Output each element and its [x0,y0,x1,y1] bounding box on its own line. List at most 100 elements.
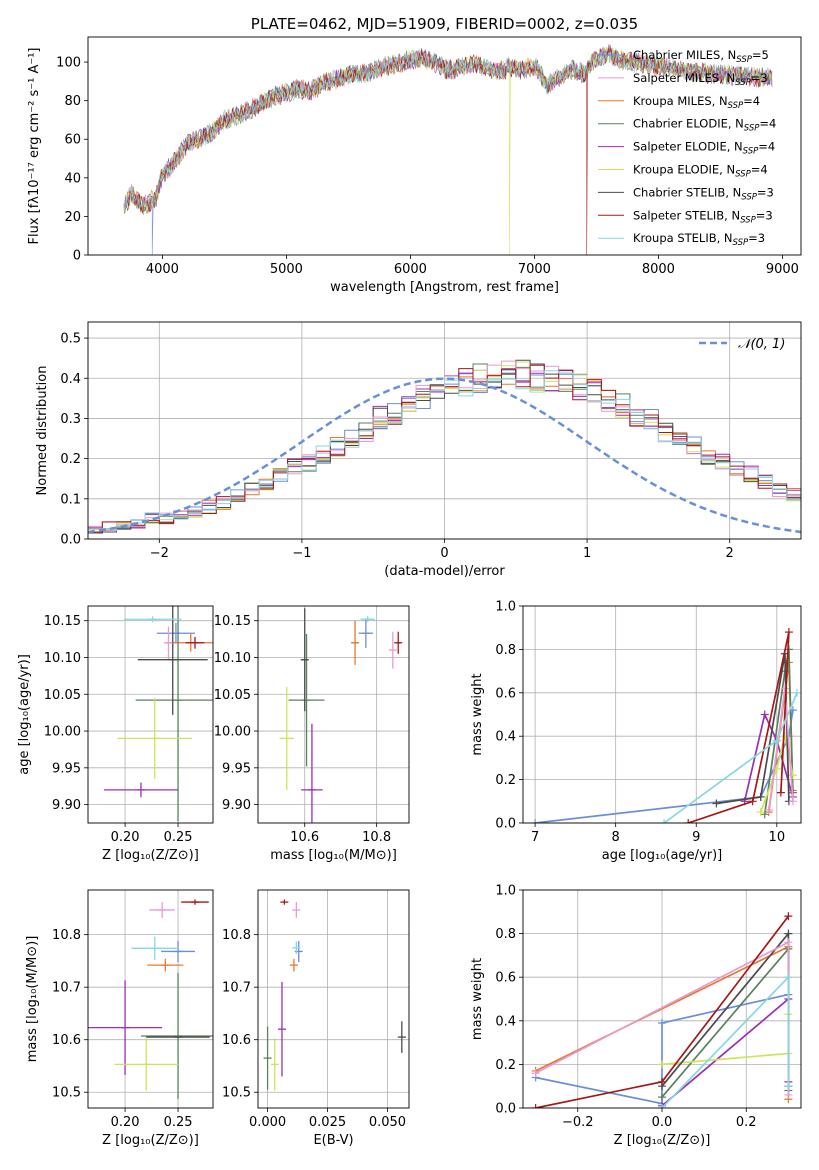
weight-marker [531,1104,540,1108]
legend-entry-count: =4 [743,94,760,108]
legend-entry-name: Salpeter STELIB, N [633,208,740,222]
weights_vs_Z-frame [522,889,802,1109]
weight-marker [760,810,769,819]
weight-marker [764,805,773,814]
weight-marker [784,973,793,982]
weight-line [687,631,790,823]
age_vs_mass-x-tick-label: 10.8 [362,830,391,845]
mass_vs_EBV-y-tick-label: 10.8 [222,928,251,943]
weights_vs_Z-y-tick-label: 1.0 [495,884,516,899]
weight-marker [784,1082,793,1091]
legend-entry: Kroupa STELIB, NSSP=3 [633,231,765,248]
legend-entry-count: =3 [751,71,768,85]
residuals-y-tick-label: 0.4 [60,372,81,387]
weight-marker [792,688,801,697]
spectrum-y-tick-label: 20 [64,210,81,225]
weights_vs_age-y-tick-label: 0.2 [495,773,516,788]
normal-curve [88,377,801,534]
weight-marker [772,736,781,745]
age_vs_Z-y-tick-label: 9.95 [52,761,81,776]
residuals-frame [87,321,802,540]
errorbar-point [279,686,294,790]
weights_vs_Z-x-tick-label: 0.2 [736,1115,757,1130]
spectrum-y-tick-label: 40 [64,171,81,186]
residuals-x-tick-label: 1 [583,546,591,561]
errorbar-point [137,606,208,715]
legend-entry-subscript: SSP [741,192,757,202]
weights_vs_age-y-tick-label: 0.6 [495,686,516,701]
legend-entry: Chabrier ELODIE, NSSP=4 [633,117,776,134]
errorbar-point [397,1021,406,1053]
weights_vs_age-x-tick-label: 7 [531,830,539,845]
weights_vs_Z-axes: −0.2 0.0 0.2 0.0 0.2 0.4 0.6 0.8 1.0 Z [log₁₀(Z/Z… [470,884,802,1148]
age_vs_Z-axes: 0.20 0.25 9.90 9.95 10.00 10.05 10.10 10.15 Z [l… [17,605,214,863]
legend-entry-subscript: SSP [735,78,751,88]
age_vs_mass-y-tick-label: 10.10 [214,651,251,666]
histogram-step-5 [88,361,801,531]
weights_vs_Z-y-tick-label: 0.4 [495,1014,516,1029]
weight-marker [712,799,721,808]
mass_vs_Z-y-tick-label: 10.7 [52,981,81,996]
legend-entry: Salpeter STELIB, NSSP=3 [633,208,773,225]
residuals-y-tick-label: 0.3 [60,412,81,427]
residuals-y-tick-label: 0.0 [60,533,81,548]
age_vs_Z-y-tick-label: 10.15 [44,614,81,629]
mass_vs_EBV-y-tick-label: 10.6 [222,1033,251,1048]
weights_vs_age-y-tick-label: 0.0 [495,817,516,832]
weight-marker [784,929,793,938]
spectrum-y-tick-label: 80 [64,94,81,109]
spectrum-plot-area [123,44,773,255]
spectrum-frame [87,36,802,256]
mass_vs_EBV-frame [257,889,410,1109]
weights_vs_age-x-tick-label: 8 [612,830,620,845]
weight-marker [760,710,769,719]
weight-marker [784,628,793,637]
mass_vs_Z-axes: 0.20 0.25 10.5 10.6 10.7 10.8 Z [log₁₀(Z/Z⊙)] m… [25,889,214,1148]
mass_vs_Z-y-tick-label: 10.8 [52,928,81,943]
errorbar-point [181,899,209,905]
errorbar-point [124,616,182,623]
legend-entry-count: =5 [752,48,769,62]
age_vs_mass-y-tick-label: 10.05 [214,688,251,703]
weights_vs_age-x-axis-label: age [log₁₀(age/yr)] [602,848,723,863]
mass_vs_EBV-y-tick-label: 10.5 [222,1086,251,1101]
residuals-x-tick-label: −2 [150,546,169,561]
histogram-step-9 [88,370,801,530]
residuals-y-tick-label: 0.5 [60,332,81,347]
age_vs_Z-plot-area [103,606,213,822]
errorbar-point [292,941,301,955]
mass_vs_EBV-y-tick-label: 10.7 [222,981,251,996]
mass_vs_Z-x-tick-label: 0.20 [111,1115,140,1130]
legend-entry-name: Chabrier MILES, N [633,48,736,62]
errorbar-point [185,636,205,649]
mass_vs_EBV-axes: 0.000 0.025 0.050 10.5 10.6 10.7 10.8 E(B-V) [222,889,410,1148]
figure-title: PLATE=0462, MJD=51909, FIBERID=0002, z=0… [251,15,638,33]
mass_vs_Z-plot-area [88,899,213,1100]
errorbar-point [161,940,195,962]
age_vs_mass-axes: 10.6 10.8 9.90 9.95 10.00 10.05 10.10 10.15 mass… [214,605,410,863]
errorbar-point [300,608,309,712]
spectrum-x-tick-label: 8000 [642,262,675,277]
errorbar-point [288,633,325,767]
age_vs_mass-frame [257,605,410,824]
errorbar-point [301,723,323,823]
errorbar-point [358,618,374,648]
weight-marker [784,938,793,947]
weight-marker [756,808,765,817]
errorbar-point [88,980,163,1075]
age_vs_Z-y-axis-label: age [log₁₀(age/yr)] [17,654,32,775]
spectrum-x-axis-label: wavelength [Angstrom, rest frame] [330,280,559,295]
legend-entry: Chabrier STELIB, NSSP=3 [633,185,774,202]
legend-entry: Kroupa MILES, NSSP=4 [633,94,760,111]
weight-line [661,931,790,1087]
weights_vs_age-frame [522,605,802,824]
mass_vs_Z-x-tick-label: 0.25 [164,1115,193,1130]
legend-entry-count: =3 [748,231,765,245]
legend-entry-count: =4 [758,140,775,154]
legend-entry-name: Kroupa ELODIE, N [633,163,735,177]
legend-entry: Chabrier MILES, NSSP=5 [633,48,769,65]
weight-marker [784,912,793,921]
spectrum-x-tick-label: 6000 [394,262,427,277]
residuals-y-tick-label: 0.1 [60,492,81,507]
age_vs_mass-x-axis-label: mass [log₁₀(M/M⊙)] [270,848,397,863]
